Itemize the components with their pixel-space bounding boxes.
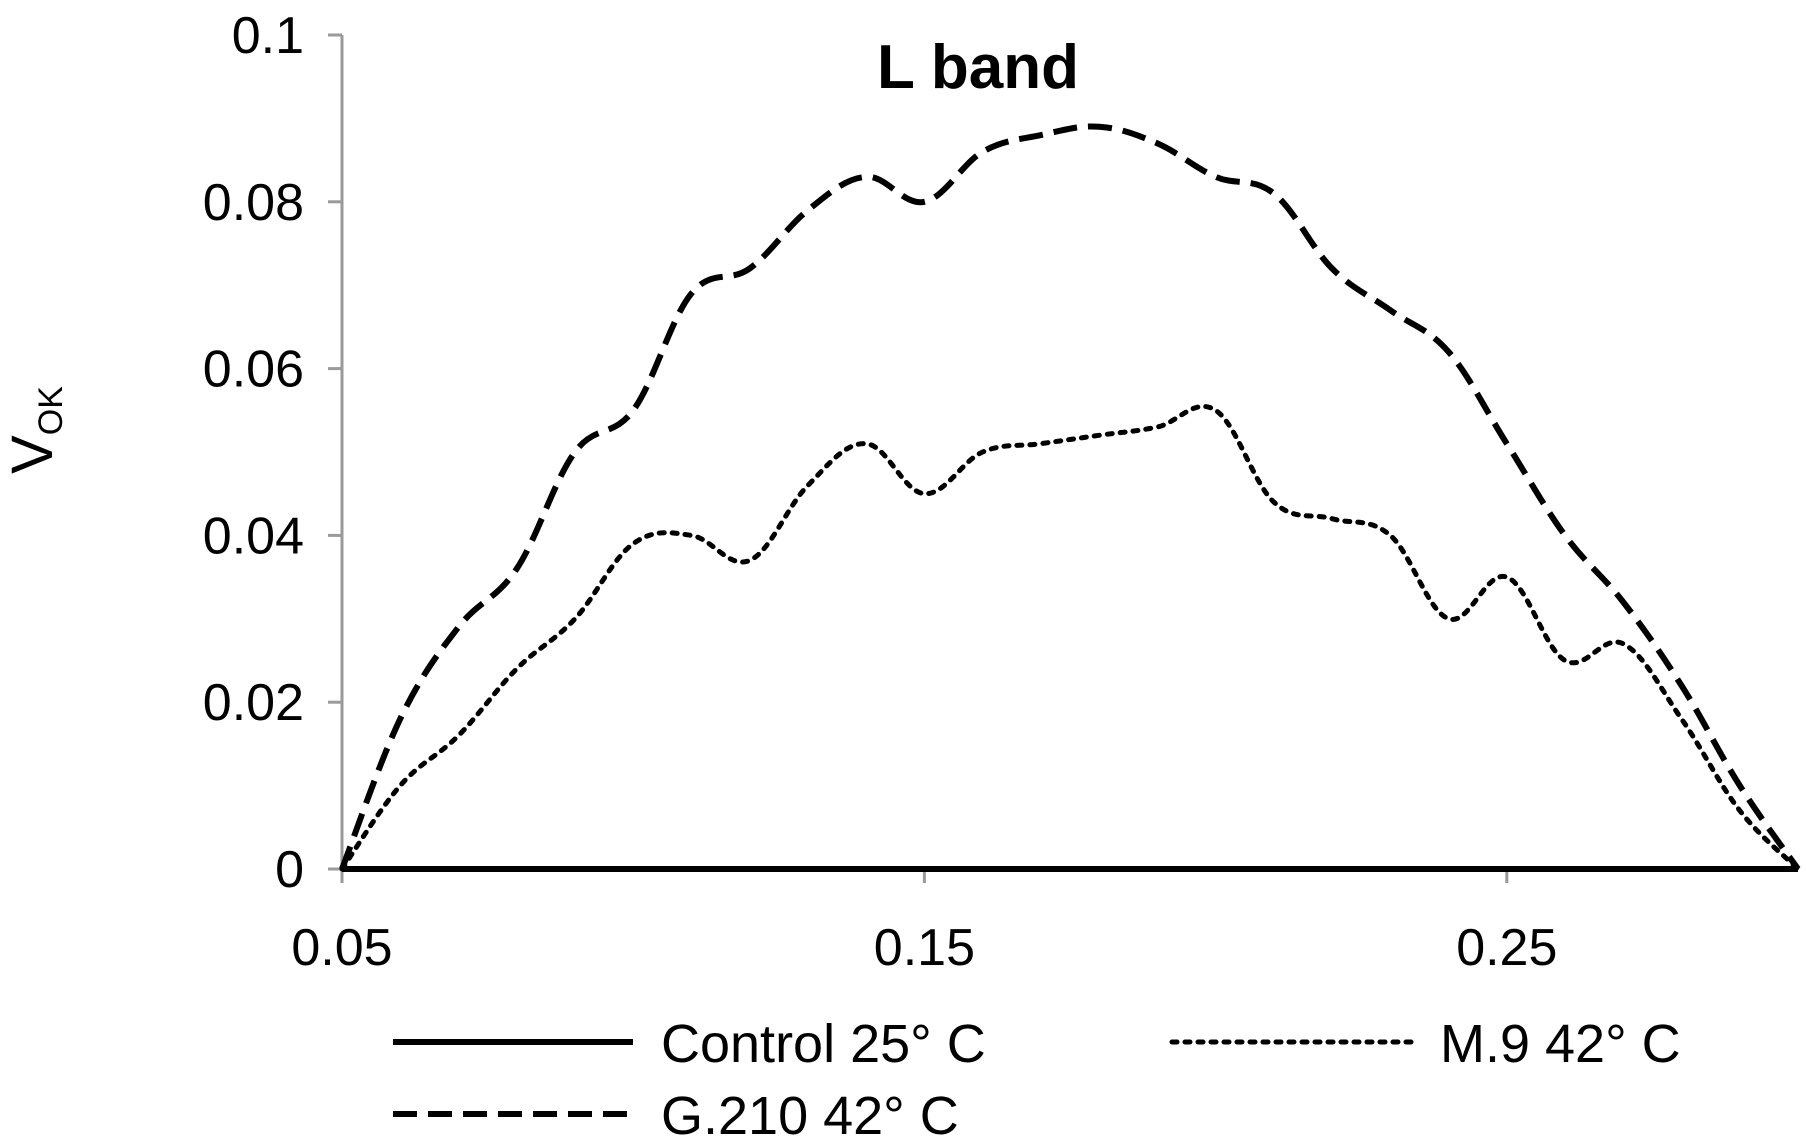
legend-label: G.210 42° C — [661, 1086, 959, 1146]
legend-label: Control 25° C — [661, 1014, 986, 1074]
chart-title: L band — [877, 33, 1079, 102]
legend: Control 25° C M.9 42° C G.210 42° C — [393, 1014, 1681, 1146]
series-layer — [339, 123, 1801, 872]
series-line-dashed — [339, 123, 1801, 871]
x-tick-label: 0.25 — [1456, 919, 1557, 977]
y-axis-label: VOK — [0, 386, 70, 474]
y-tick-label: 0.08 — [203, 174, 304, 232]
series-line-dotted — [339, 403, 1801, 872]
y-tick-label: 0.02 — [203, 674, 304, 732]
axes: 0 0.02 0.04 0.06 0.08 0.1 0.05 0.15 0.25 — [203, 7, 1798, 977]
x-tick-label: 0.15 — [874, 919, 975, 977]
y-tick-label: 0.1 — [232, 7, 304, 65]
y-tick-label: 0 — [275, 841, 304, 899]
legend-label: M.9 42° C — [1440, 1014, 1681, 1074]
y-axis-label-subscript: OK — [32, 386, 70, 435]
y-axis-label-main: V — [0, 435, 65, 474]
y-tick-label: 0.04 — [203, 507, 304, 565]
x-tick-label: 0.05 — [291, 919, 392, 977]
y-tick-label: 0.06 — [203, 341, 304, 399]
